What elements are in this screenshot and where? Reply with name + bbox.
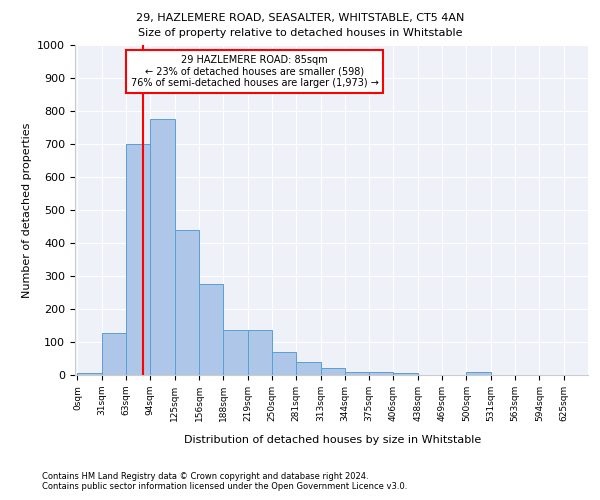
Bar [223,330,248,375]
Text: 29, HAZLEMERE ROAD, SEASALTER, WHITSTABLE, CT5 4AN: 29, HAZLEMERE ROAD, SEASALTER, WHITSTABL… [136,12,464,22]
Text: Contains public sector information licensed under the Open Government Licence v3: Contains public sector information licen… [42,482,407,491]
Bar [296,362,320,375]
Bar [77,374,102,375]
Bar [320,368,345,375]
Text: Contains HM Land Registry data © Crown copyright and database right 2024.: Contains HM Land Registry data © Crown c… [42,472,368,481]
Text: Size of property relative to detached houses in Whitstable: Size of property relative to detached ho… [138,28,462,38]
Bar [151,119,175,375]
Bar [369,372,394,375]
Bar [102,333,126,375]
Bar [248,330,272,375]
Bar [199,284,223,375]
Bar [272,352,296,375]
Bar [345,372,369,375]
Bar [175,230,199,375]
Y-axis label: Number of detached properties: Number of detached properties [22,122,32,298]
Bar [126,144,151,375]
Bar [466,372,491,375]
Bar [394,374,418,375]
Text: 29 HAZLEMERE ROAD: 85sqm
← 23% of detached houses are smaller (598)
76% of semi-: 29 HAZLEMERE ROAD: 85sqm ← 23% of detach… [131,55,379,88]
Text: Distribution of detached houses by size in Whitstable: Distribution of detached houses by size … [184,435,482,445]
